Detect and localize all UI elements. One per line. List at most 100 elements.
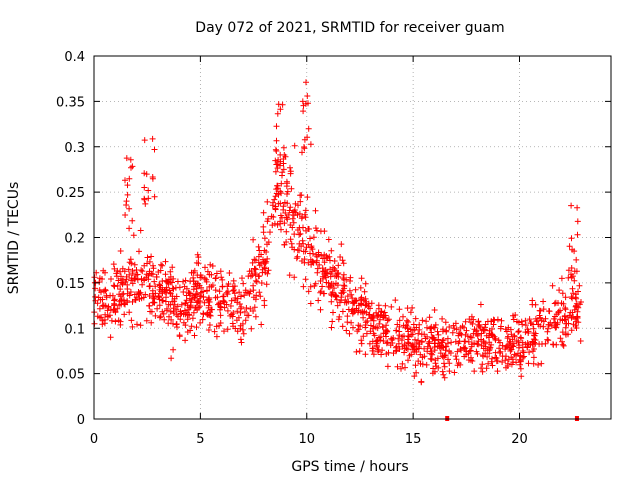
data-point (409, 346, 416, 353)
data-point (247, 288, 254, 295)
data-point (531, 332, 538, 339)
data-point (122, 301, 128, 308)
axis-ticks: 0 0.05 0.1 0.15 0.2 0.25 0.3 0.35 0.4 0 5 10 15 20 (56, 50, 611, 447)
data-point-peak (272, 168, 279, 175)
data-point (337, 254, 344, 260)
data-point (217, 320, 224, 326)
data-point (129, 268, 136, 274)
data-point (226, 270, 233, 276)
data-point-peak (273, 123, 280, 130)
data-point (473, 327, 480, 334)
data-point (146, 293, 153, 299)
data-point (348, 291, 355, 298)
data-point (346, 287, 353, 294)
data-point-peak (129, 217, 136, 224)
y-tick-label: 0.25 (56, 186, 85, 201)
data-point (323, 279, 330, 286)
data-point (119, 277, 126, 284)
data-point (486, 345, 493, 352)
data-point (448, 339, 455, 346)
data-point (440, 326, 446, 333)
data-point (370, 345, 377, 352)
data-point (415, 358, 422, 365)
data-point (480, 353, 487, 360)
data-point (349, 295, 356, 302)
data-point-peak (145, 187, 152, 194)
data-point (151, 278, 158, 285)
data-point (441, 360, 447, 367)
data-point (194, 272, 201, 279)
data-point (258, 251, 265, 258)
data-point (127, 289, 134, 295)
data-point (150, 265, 157, 272)
data-point (244, 312, 251, 319)
data-point (525, 330, 532, 336)
y-tick-label: 0.3 (64, 141, 85, 156)
data-point (419, 354, 426, 361)
data-point (511, 351, 518, 358)
data-point (316, 261, 323, 268)
data-point (182, 311, 189, 318)
data-point (250, 287, 257, 294)
data-point (99, 302, 106, 309)
data-point (330, 281, 337, 288)
data-point (334, 302, 341, 309)
data-point (174, 278, 181, 285)
data-point (525, 341, 532, 348)
data-point (380, 338, 387, 344)
data-point (257, 293, 264, 300)
data-points (91, 79, 584, 421)
data-point (147, 283, 153, 290)
data-point (162, 298, 169, 305)
data-point (189, 315, 196, 322)
data-point-peak (568, 202, 575, 209)
data-point (187, 278, 194, 285)
data-point (250, 236, 257, 243)
data-point (117, 286, 124, 293)
data-point (563, 331, 569, 338)
data-point (241, 308, 248, 315)
data-point (516, 356, 523, 363)
data-point (228, 311, 235, 318)
data-point (319, 255, 326, 262)
data-point (117, 268, 124, 275)
data-point (296, 247, 303, 254)
data-point (173, 321, 180, 327)
data-point (125, 266, 132, 273)
data-point (400, 313, 406, 320)
data-point (424, 324, 430, 331)
data-point (278, 226, 284, 233)
data-point (428, 350, 434, 357)
data-point (473, 348, 480, 355)
data-point (568, 327, 575, 334)
data-point (206, 322, 213, 328)
data-point (289, 209, 296, 216)
data-point (96, 287, 103, 294)
data-point-peak (302, 100, 309, 107)
data-point-peak (274, 110, 281, 117)
data-point-peak (124, 182, 131, 189)
data-point (178, 310, 185, 317)
data-point (378, 308, 385, 315)
y-axis-label: SRMTID / TECUs (6, 182, 22, 295)
data-point (358, 275, 365, 282)
data-point (288, 185, 295, 192)
data-point-peak (123, 202, 130, 208)
data-point (312, 280, 319, 287)
data-point (289, 215, 296, 222)
data-point (192, 295, 198, 301)
data-point (223, 301, 230, 308)
data-point-peak (300, 108, 307, 115)
data-point (329, 289, 336, 296)
data-point (383, 333, 389, 340)
data-point (549, 282, 556, 289)
data-point (260, 229, 267, 236)
data-point (216, 288, 223, 295)
data-point (315, 297, 322, 304)
data-point (317, 306, 324, 313)
data-point (347, 278, 353, 284)
data-point (277, 212, 284, 219)
data-point (445, 356, 451, 363)
data-point (489, 331, 496, 338)
data-point (223, 289, 230, 296)
